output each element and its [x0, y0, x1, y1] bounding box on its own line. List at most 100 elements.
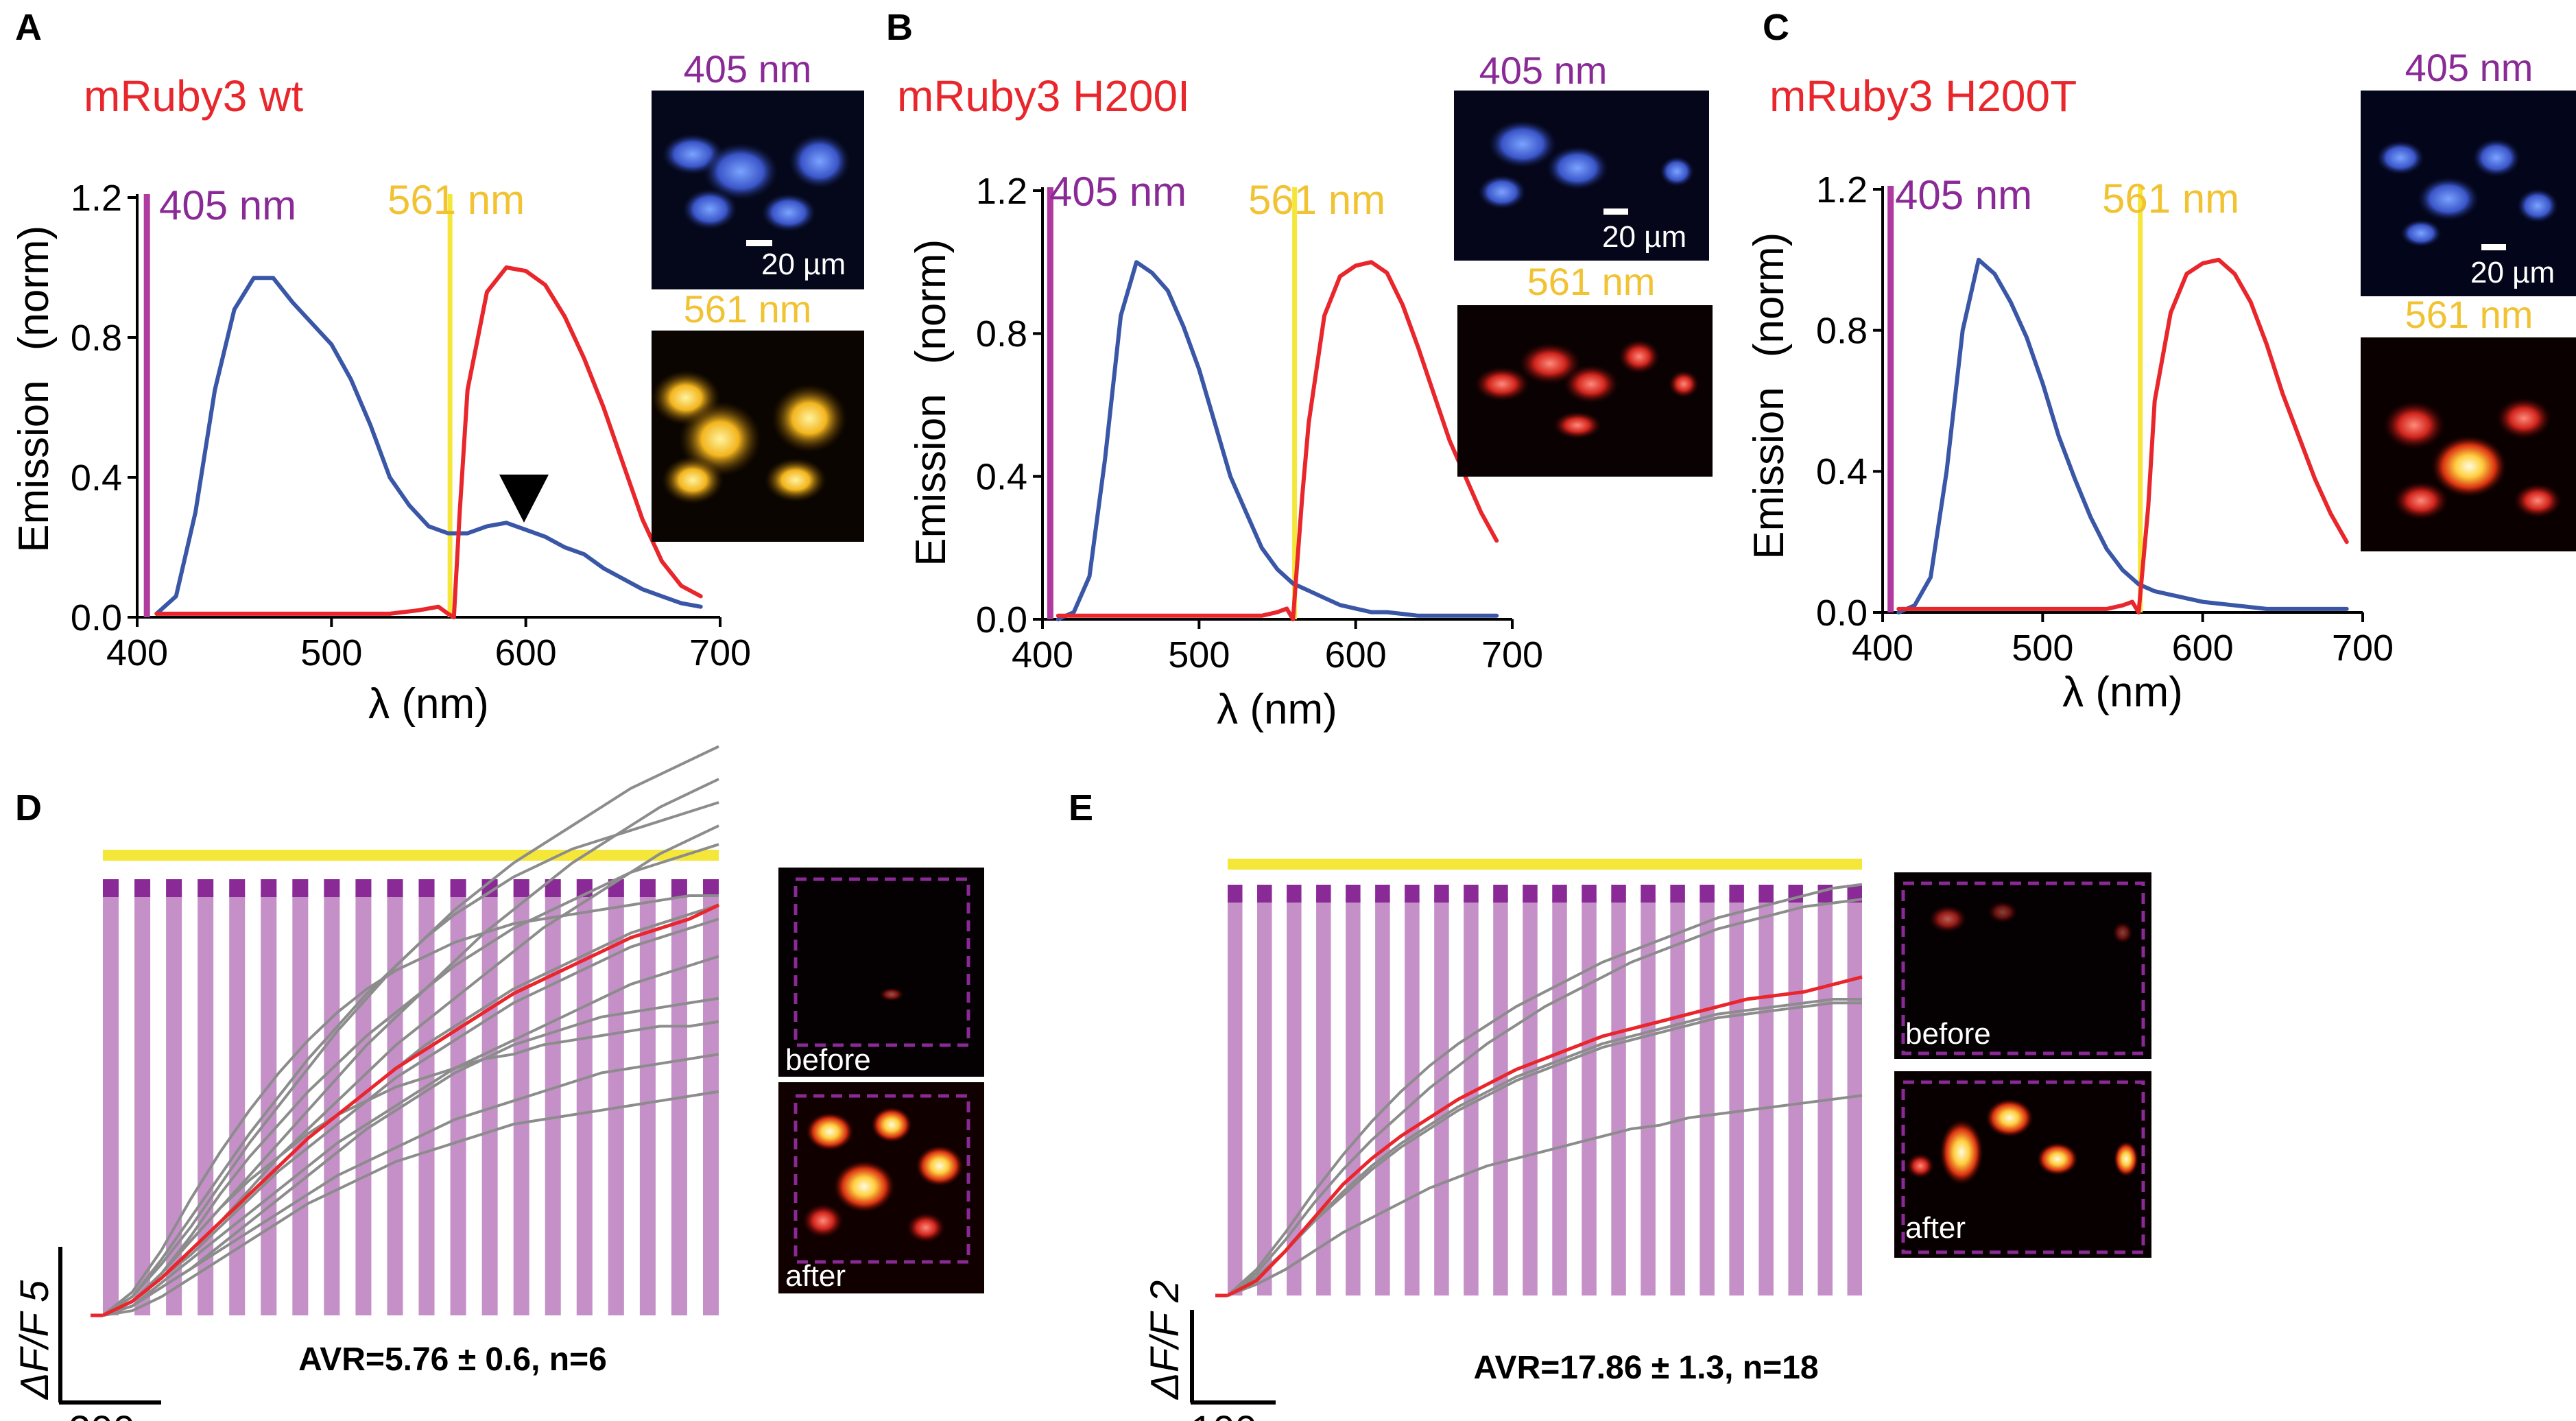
pulse-stripe-405 [134, 893, 151, 1315]
x-tick-label: 400 [1852, 628, 1913, 669]
pulse-stripe-405 [1493, 898, 1508, 1295]
pulse-marker-405 [261, 879, 277, 897]
x-tick-label: 600 [1325, 634, 1387, 676]
cell-blob [1547, 146, 1608, 190]
pulse-marker-405 [1228, 885, 1243, 903]
pulse-marker-405 [103, 879, 119, 897]
roi-box-after-d [794, 1094, 970, 1264]
y-axis-label-b: Emission [907, 394, 955, 566]
cell-blob [2114, 1141, 2138, 1177]
cell-blob [2394, 481, 2448, 520]
roi-box-before-d [794, 877, 970, 1047]
panel-label-c: C [1763, 7, 1789, 48]
x-tick-label: 500 [300, 632, 362, 673]
y-axis-label-group-a: Emission (norm) [10, 226, 58, 553]
scalebar-y-label-group-e: ΔF/F 2 [1143, 1280, 1187, 1400]
cell-blob [662, 456, 724, 504]
panel-b: B mRuby3 H200I 400 500 600 700 0.0 0.4 0.8 1.2 … [886, 7, 1713, 733]
cell-blob [806, 1112, 854, 1151]
gray-trace [102, 843, 719, 1317]
chart-title-b: mRuby3 H200I [897, 71, 1190, 121]
pulse-marker-405 [1641, 885, 1656, 903]
laser-label-561-b: 561 nm [1248, 177, 1385, 223]
cell-blob [1553, 411, 1601, 439]
pulse-stripe-405 [545, 893, 561, 1315]
series-line-red [1056, 260, 1499, 621]
inset-label-405-b: 405 nm [1479, 49, 1608, 92]
y-tick-label: 0.0 [1816, 593, 1868, 634]
inset-group-d: before after [778, 868, 984, 1293]
series-line-blue [154, 276, 703, 616]
trace-plot-e: AVR=17.86 ± 1.3, n=18 ΔF/F 2 100 s [1143, 859, 1863, 1421]
gray-trace [102, 1090, 719, 1317]
x-axis-label-a: λ (nm) [368, 680, 489, 728]
y-axis-unit-b: (norm) [907, 239, 955, 365]
pulse-marker-405 [450, 879, 466, 897]
cell-blob [1929, 905, 1967, 933]
inset-before-label-e: before [1905, 1017, 1991, 1051]
cell-blob [1478, 175, 1526, 209]
pulse-marker-405 [229, 879, 246, 897]
pulse-stripe-405 [324, 893, 340, 1315]
laser-label-561-c: 561 nm [2102, 176, 2239, 222]
y-tick-label: 0.8 [71, 318, 122, 359]
inset-group-b: 405 nm 20 µm 561 nm [1454, 49, 1713, 477]
laser-label-405-a: 405 nm [159, 182, 296, 228]
panel-a: A mRuby3 wt 400 500 600 700 0.0 0.4 0.8 1.2 405… [10, 7, 864, 728]
y-axis-unit-c: (norm) [1745, 232, 1793, 358]
pulse-stripe-405 [103, 893, 119, 1315]
scalebar-y-label-e: ΔF/F 2 [1143, 1280, 1187, 1400]
pulse-marker-405 [387, 879, 403, 897]
pulse-marker-405 [639, 879, 656, 897]
y-axis-label-group-b: Emission (norm) [907, 239, 955, 566]
x-tick-label: 600 [495, 632, 557, 673]
cell-blob [1475, 367, 1529, 401]
gray-trace [102, 955, 719, 1317]
x-tick-label: 500 [1168, 634, 1230, 676]
x-tick-label: 600 [2172, 628, 2234, 669]
gray-trace [102, 1020, 719, 1317]
pulse-stripe-405 [1523, 898, 1538, 1295]
inset-after-label-e: after [1905, 1211, 1966, 1245]
y-tick-label: 1.2 [1816, 169, 1868, 211]
pulse-stripe-405 [1316, 898, 1331, 1295]
gray-trace [102, 1053, 719, 1317]
cell-blob [1985, 1099, 2034, 1137]
cell-blob [833, 1160, 895, 1213]
pulse-stripe-405 [1582, 898, 1597, 1295]
cell-blob [789, 134, 850, 189]
chart-title-c: mRuby3 H200T [1769, 71, 2077, 121]
cell-blob [1619, 339, 1660, 374]
cell-blob [1564, 365, 1619, 403]
plot-background: 400 500 600 700 0.0 0.4 0.8 1.2 [976, 171, 1543, 676]
pulse-stripe-405 [513, 893, 529, 1315]
pulse-marker-405 [1464, 885, 1479, 903]
scalebar-y-label-group-d: ΔF/F 5 [12, 1280, 57, 1400]
pulse-marker-405 [1758, 885, 1774, 903]
y-tick-label: 1.2 [976, 171, 1027, 212]
pulse-stripe-405 [1611, 898, 1626, 1295]
trace-plot-d: AVR=5.76 ± 0.6, n=6 ΔF/F 5 200 s [12, 745, 720, 1421]
y-tick-label: 0.4 [1816, 451, 1868, 492]
pulse-marker-405 [292, 879, 309, 897]
pulse-stripe-405 [1434, 898, 1449, 1295]
y-tick-label: 0.8 [976, 313, 1027, 355]
pulse-marker-405 [418, 879, 435, 897]
pulse-stripe-405 [166, 893, 182, 1315]
y-tick-label: 0.0 [71, 597, 122, 638]
cell-blob [2418, 177, 2479, 221]
plot-background: 400 500 600 700 0.0 0.4 0.8 1.2 [71, 178, 751, 673]
pulse-stripe-405 [1346, 898, 1361, 1295]
y-tick-label: 0.4 [71, 457, 122, 499]
pulse-stripe-405 [1670, 898, 1685, 1295]
pulse-marker-405 [1493, 885, 1508, 903]
pulse-stripe-405 [1700, 898, 1715, 1295]
gray-trace [1227, 1094, 1863, 1297]
cell-blob [2472, 139, 2520, 177]
pulse-marker-405 [1287, 885, 1302, 903]
pulse-marker-405 [1257, 885, 1272, 903]
cell-blob [907, 1213, 945, 1243]
pulse-marker-405 [1375, 885, 1390, 903]
y-tick-label: 0.0 [976, 599, 1027, 641]
pulse-marker-405 [671, 879, 687, 897]
